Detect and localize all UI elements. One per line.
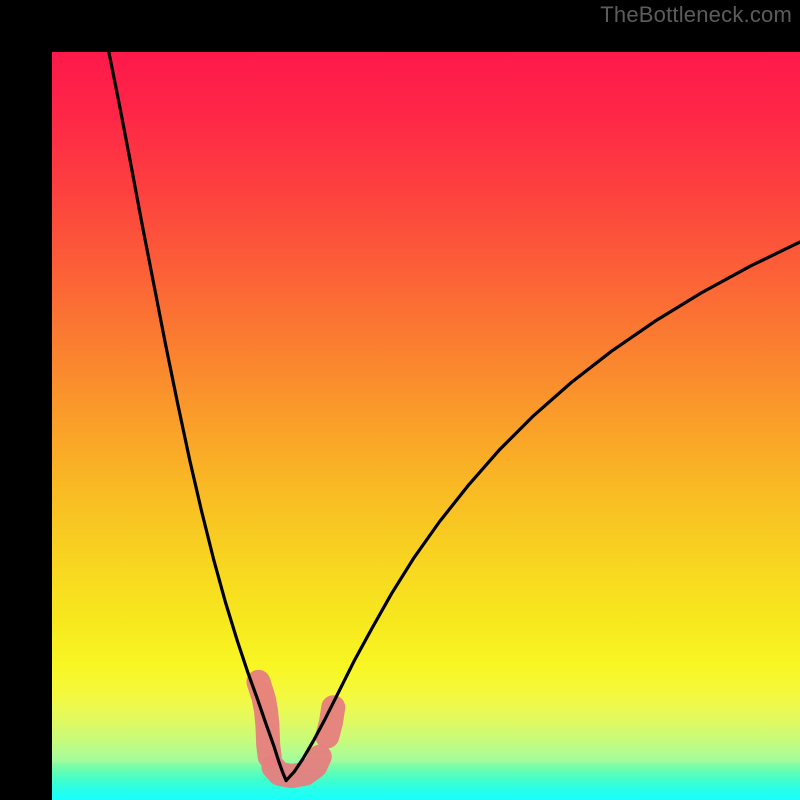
gradient-background (52, 52, 800, 800)
optimal-band (52, 763, 800, 800)
chart-frame (0, 0, 800, 800)
bottleneck-curve-chart (52, 52, 800, 800)
plot-area (52, 52, 800, 800)
watermark-label: TheBottleneck.com (600, 2, 792, 28)
